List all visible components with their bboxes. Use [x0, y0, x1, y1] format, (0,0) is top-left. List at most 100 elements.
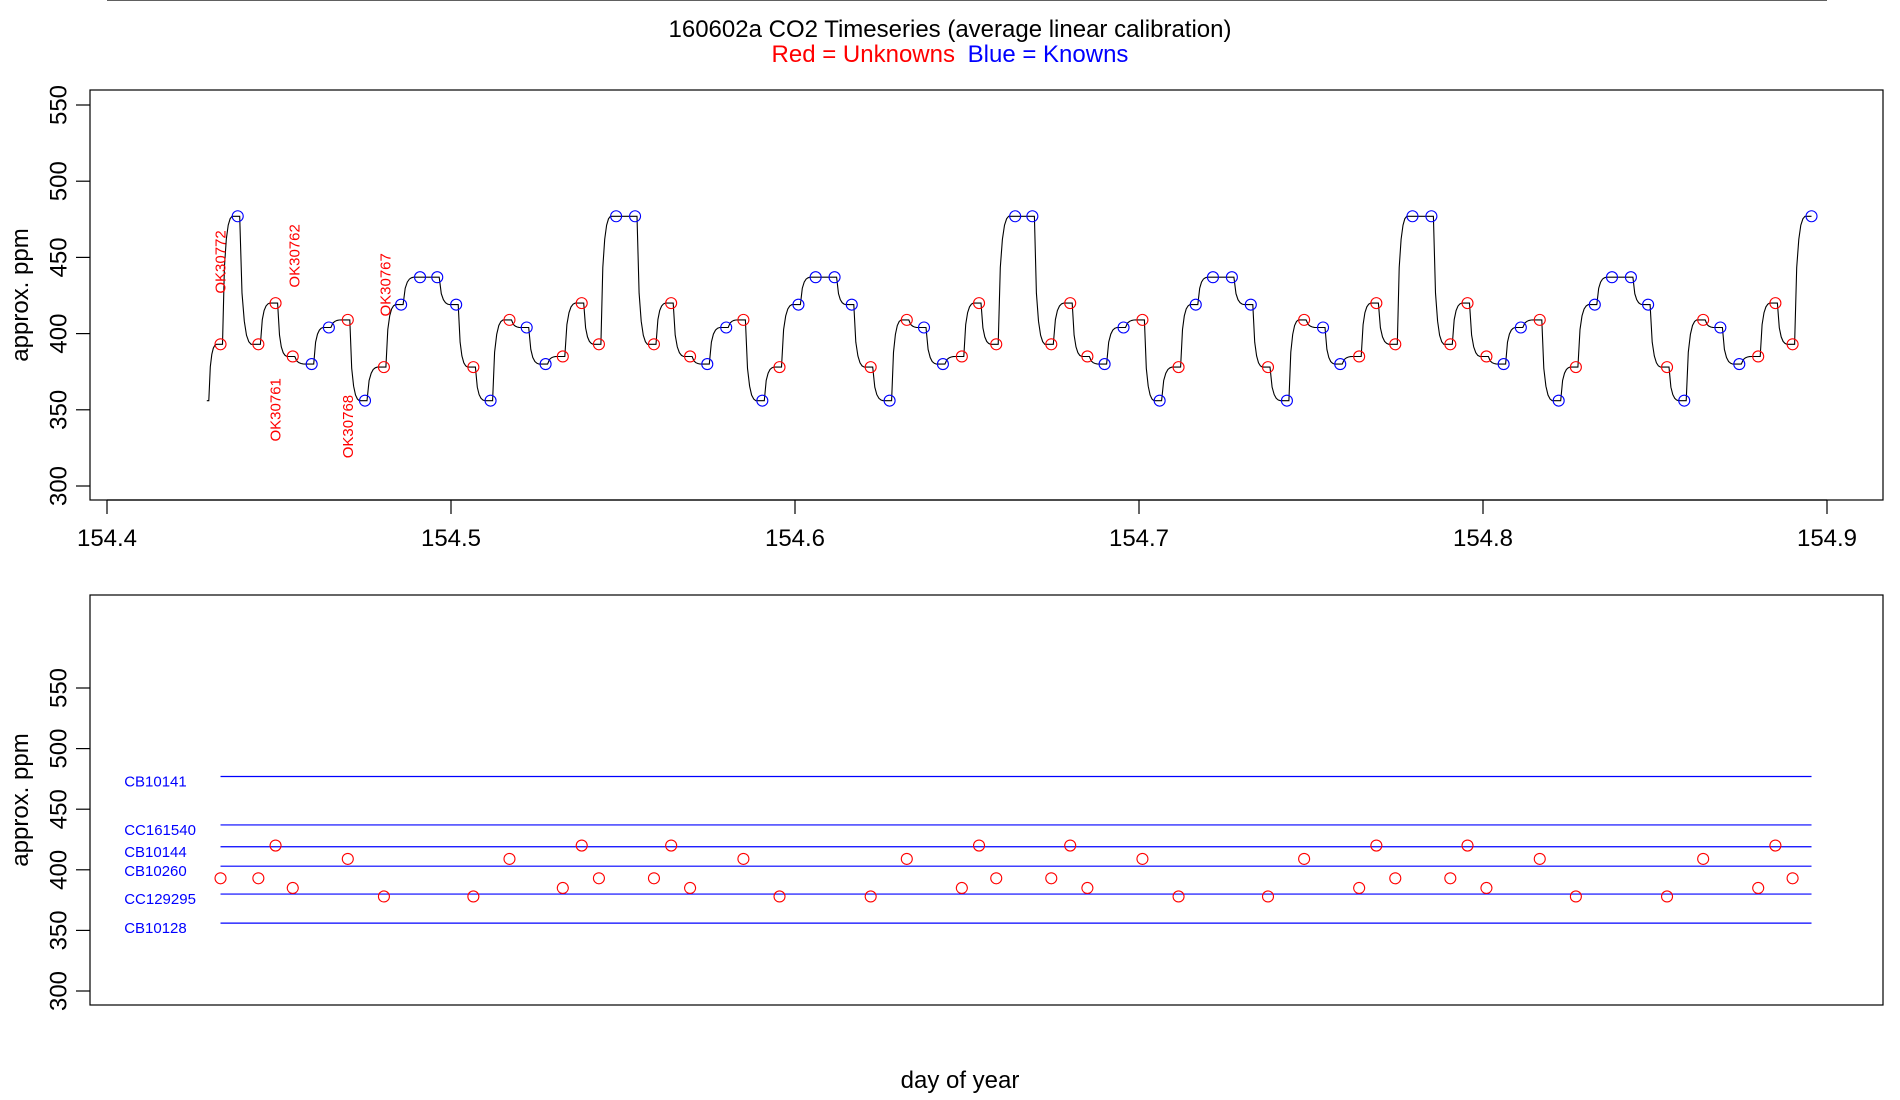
unknown-point: [575, 839, 588, 852]
known-point: [1642, 298, 1655, 311]
annotation-label: OK30768: [340, 395, 357, 458]
known-point: [1733, 358, 1746, 371]
unknown-point: [1389, 338, 1402, 351]
reference-label: CC129295: [124, 891, 196, 908]
reference-label: CB10144: [124, 844, 187, 861]
known-point: [720, 321, 733, 334]
known-point: [917, 321, 931, 334]
unknown-point: [1752, 881, 1765, 895]
x-tick-label: 154.9: [1797, 525, 1857, 552]
y-tick-label: 400: [45, 314, 72, 354]
x-tick-label: 154.5: [421, 0, 481, 6]
unknown-point: [1660, 361, 1674, 374]
unknown-point: [1064, 839, 1077, 852]
trace-line: [206, 215, 1812, 402]
y-tick-label: 550: [45, 85, 72, 125]
y-tick-label: 300: [45, 971, 72, 1011]
unknown-point: [214, 338, 227, 351]
unknown-point: [503, 313, 516, 326]
unknown-point: [286, 881, 299, 895]
y-axis: 300 350 400 450 500 550: [45, 85, 90, 506]
y-tick-label: 450: [45, 237, 72, 277]
known-point: [322, 321, 335, 334]
unknown-point: [1172, 361, 1185, 374]
unknown-point: [1533, 852, 1546, 865]
x-tick-label: 154.4: [77, 525, 137, 552]
unknown-point: [467, 890, 480, 903]
known-point: [1605, 271, 1619, 284]
unknown-point: [1786, 872, 1799, 885]
unknown-point: [341, 852, 354, 865]
unknown-point: [1298, 852, 1311, 865]
y-tick-label: 350: [45, 390, 72, 430]
y-tick-label: 500: [45, 729, 72, 769]
unknown-point: [1444, 338, 1457, 351]
x-tick-label: 154.7: [1109, 0, 1169, 6]
plot-frame: [89, 89, 1884, 501]
annotation-label: OK30772: [213, 230, 230, 293]
unknown-point: [252, 338, 265, 351]
unknown-point: [647, 872, 661, 885]
unknown-point: [1533, 313, 1546, 326]
legend-knowns: Blue = Knowns: [968, 41, 1129, 68]
known-point: [1805, 210, 1818, 223]
unknown-point: [737, 313, 750, 326]
x-tick-label: 154.7: [1109, 525, 1169, 552]
unknown-point: [467, 361, 480, 374]
series-unknowns: [214, 839, 1799, 903]
y-axis-label: approx. ppm: [7, 733, 34, 866]
y-axis: 300 350 400 450 500 550: [45, 668, 90, 1011]
x-tick-label: 154.6: [765, 525, 825, 552]
chart-title: 160602a CO2 Timeseries (average linear c…: [669, 16, 1232, 43]
known-point: [539, 358, 552, 371]
known-point: [1225, 271, 1238, 284]
unknown-point: [1697, 852, 1710, 865]
known-point: [520, 321, 533, 334]
unknown-point: [684, 350, 697, 363]
unknown-point: [286, 350, 299, 363]
unknown-point: [773, 361, 786, 374]
known-point: [305, 358, 318, 371]
unknown-point: [1697, 313, 1710, 326]
unknown-point: [1045, 338, 1058, 351]
unknown-point: [341, 313, 354, 326]
chart-subtitle: Red = Unknowns Blue = Knowns: [772, 41, 1129, 68]
unknown-point: [1136, 852, 1149, 865]
unknown-point: [1172, 890, 1185, 903]
y-axis-label: approx. ppm: [7, 228, 34, 361]
unknown-point: [955, 350, 968, 363]
unknown-point: [592, 338, 605, 351]
known-point: [484, 394, 497, 407]
unknown-point: [1461, 839, 1474, 852]
unknown-point: [1136, 313, 1149, 326]
unknown-point: [575, 297, 588, 310]
unknown-point: [556, 881, 569, 895]
known-point: [431, 271, 444, 284]
known-point: [395, 298, 408, 311]
reference-label: CB10128: [124, 920, 187, 937]
unknown-point: [1769, 839, 1782, 852]
x-tick-label: 154.9: [1797, 0, 1857, 6]
unknown-point: [1081, 350, 1094, 363]
unknown-point: [1370, 839, 1383, 852]
unknown-point: [503, 852, 516, 865]
known-point: [828, 271, 841, 284]
unknown-point: [900, 852, 913, 865]
unknown-point: [592, 872, 605, 885]
known-point: [1316, 321, 1330, 334]
x-tick-label: 154.5: [421, 525, 481, 552]
y-tick-label: 450: [45, 789, 72, 829]
known-point: [1117, 321, 1130, 334]
unknown-point: [665, 839, 678, 852]
unknown-point: [1769, 297, 1782, 310]
known-point: [1334, 358, 1347, 371]
y-tick-label: 500: [45, 161, 72, 201]
known-point: [1514, 321, 1527, 334]
known-point: [883, 394, 896, 407]
unknown-point: [990, 338, 1003, 351]
unknown-point: [269, 839, 282, 852]
series-trace: [206, 215, 1812, 402]
known-point: [701, 358, 714, 371]
known-point: [1026, 210, 1039, 223]
